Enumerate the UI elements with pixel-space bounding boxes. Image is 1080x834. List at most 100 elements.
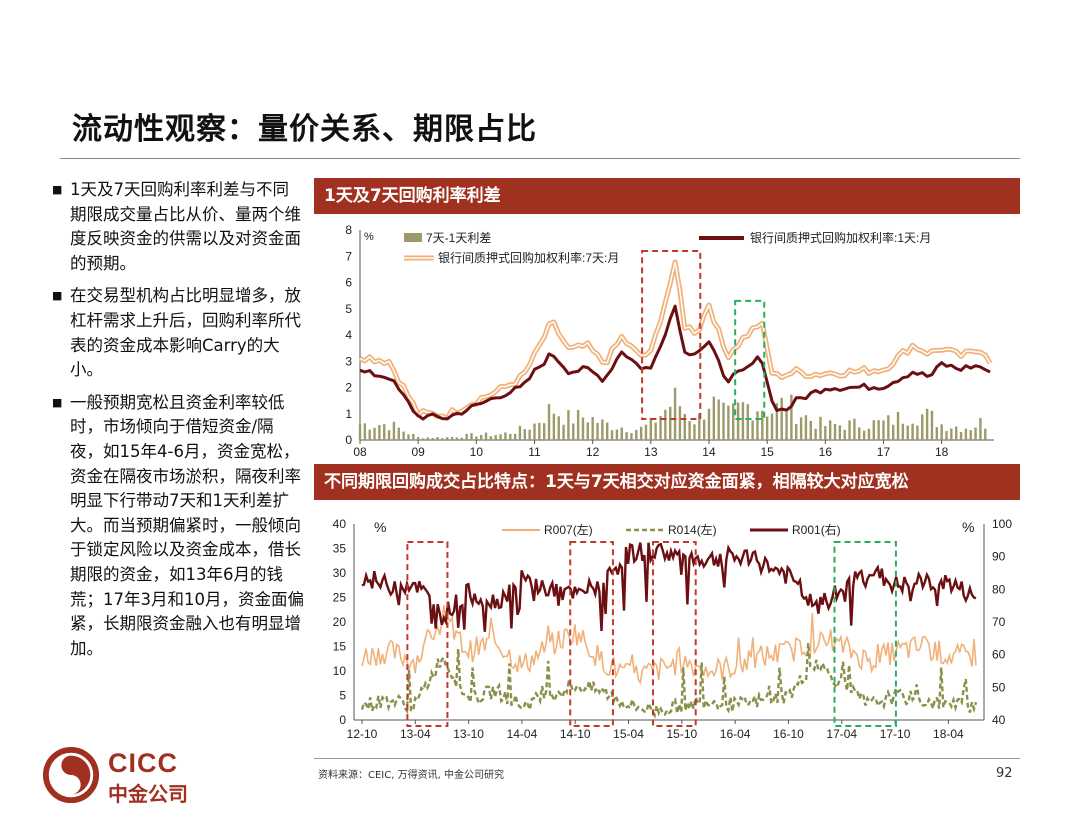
spread-bar — [678, 406, 682, 440]
x-tick-label: 13 — [644, 445, 658, 459]
x-tick-label: 14 — [702, 445, 716, 459]
y-left-tick-label: 40 — [333, 517, 347, 531]
spread-bar — [654, 422, 657, 440]
spread-bar — [746, 404, 749, 440]
spread-bar — [441, 438, 444, 440]
spread-bar — [450, 436, 454, 440]
spread-bar — [625, 432, 628, 440]
spread-bar — [392, 421, 396, 440]
y-tick-label: 2 — [345, 381, 352, 395]
spread-bar — [378, 425, 381, 440]
spread-bar — [906, 425, 909, 440]
spread-bar — [756, 411, 759, 440]
spread-bar — [610, 430, 614, 440]
spread-bar — [693, 424, 696, 440]
spread-bar — [901, 423, 905, 440]
y-right-tick-label: 40 — [992, 713, 1006, 727]
spread-bar — [683, 414, 686, 440]
spread-bar — [576, 409, 580, 440]
legend-label-7d: 银行间质押式回购加权利率:7天:月 — [438, 250, 619, 265]
spread-bar — [470, 433, 473, 440]
source-note: 资料来源：CEIC, 万得资讯, 中金公司研究 — [318, 770, 504, 781]
spread-bar — [814, 428, 817, 440]
spread-bar — [732, 403, 735, 440]
x-tick-label: 18-04 — [933, 727, 964, 741]
y-left-tick-label: 35 — [333, 542, 347, 556]
spread-bar — [426, 437, 430, 440]
spread-bar — [635, 429, 638, 440]
spread-bar — [673, 387, 677, 440]
y-left-tick-label: 30 — [333, 566, 347, 580]
spread-bar — [833, 423, 837, 440]
spread-bar — [601, 419, 604, 440]
series-r007-line — [361, 605, 977, 685]
y-tick-label: 7 — [345, 249, 352, 263]
spread-bar — [954, 426, 958, 440]
y-tick-label: 3 — [345, 354, 352, 368]
x-tick-label: 16-10 — [773, 727, 804, 741]
spread-bar — [484, 432, 488, 440]
spread-bar — [935, 427, 939, 440]
spread-bar — [843, 429, 846, 440]
spread-bar — [712, 396, 716, 440]
spread-bar — [761, 410, 764, 440]
spread-bar — [533, 423, 536, 440]
spread-bar — [649, 417, 653, 440]
spread-bar — [950, 428, 953, 440]
y-left-tick-label: 5 — [339, 689, 346, 703]
y-left-tick-label: 20 — [333, 615, 347, 629]
legend-label-1d: 银行间质押式回购加权利率:1天:月 — [750, 230, 931, 245]
spread-bar — [785, 412, 788, 440]
spread-bar — [925, 408, 929, 440]
spread-bar — [819, 416, 822, 440]
spread-bar — [479, 435, 483, 440]
spread-bar — [688, 421, 691, 440]
x-tick-label: 18 — [935, 445, 949, 459]
series-r001-line — [361, 542, 977, 632]
spread-bar — [620, 427, 623, 440]
x-tick-label: 15-10 — [666, 727, 697, 741]
spread-bar — [921, 414, 924, 440]
spread-bar — [974, 427, 977, 440]
spread-bar — [455, 437, 459, 440]
spread-bar — [373, 427, 376, 440]
y-left-tick-label: 15 — [333, 640, 347, 654]
spread-bar — [896, 411, 900, 440]
spread-bar — [416, 437, 420, 440]
spread-bar — [838, 425, 842, 440]
series-1d-line — [359, 304, 991, 421]
spread-bar — [494, 435, 497, 440]
highlight-box-2015 — [734, 299, 766, 420]
spread-bar — [460, 437, 463, 440]
y-tick-label: 1 — [345, 407, 352, 421]
spread-bar — [518, 425, 522, 440]
bullet-item: ■ 1天及7天回购利率利差与不同期限成交量占比从价、量两个维度反映资金的供需以及对… — [52, 178, 304, 276]
spread-bar — [804, 415, 808, 440]
spread-bar — [775, 403, 779, 440]
spread-bar — [581, 417, 585, 440]
spread-bar — [669, 406, 672, 440]
y-right-tick-label: 60 — [992, 648, 1006, 662]
spread-bar — [387, 430, 391, 440]
spread-bar — [436, 436, 439, 440]
spread-bar — [984, 428, 987, 440]
chart1-title-banner: 1天及7天回购利率利差 — [314, 178, 1020, 214]
spread-bar — [586, 422, 590, 440]
x-tick-label: 17-04 — [826, 727, 857, 741]
spread-bar — [945, 431, 948, 440]
spread-bar — [363, 423, 367, 440]
series-7d-line-inner — [359, 261, 991, 420]
spread-bar — [431, 438, 434, 440]
x-tick-label: 17 — [877, 445, 891, 459]
spread-bar — [799, 417, 803, 440]
y-right-tick-label: 100 — [992, 517, 1012, 531]
highlight-box-15-10 — [651, 541, 697, 727]
x-tick-label: 17-10 — [880, 727, 911, 741]
spread-bar — [596, 422, 599, 440]
spread-bar — [790, 394, 793, 440]
y-left-tick-label: 10 — [333, 664, 347, 678]
spread-bar — [959, 432, 963, 440]
spread-bar — [465, 433, 468, 440]
spread-bar — [964, 428, 968, 440]
spread-bar — [751, 420, 754, 440]
